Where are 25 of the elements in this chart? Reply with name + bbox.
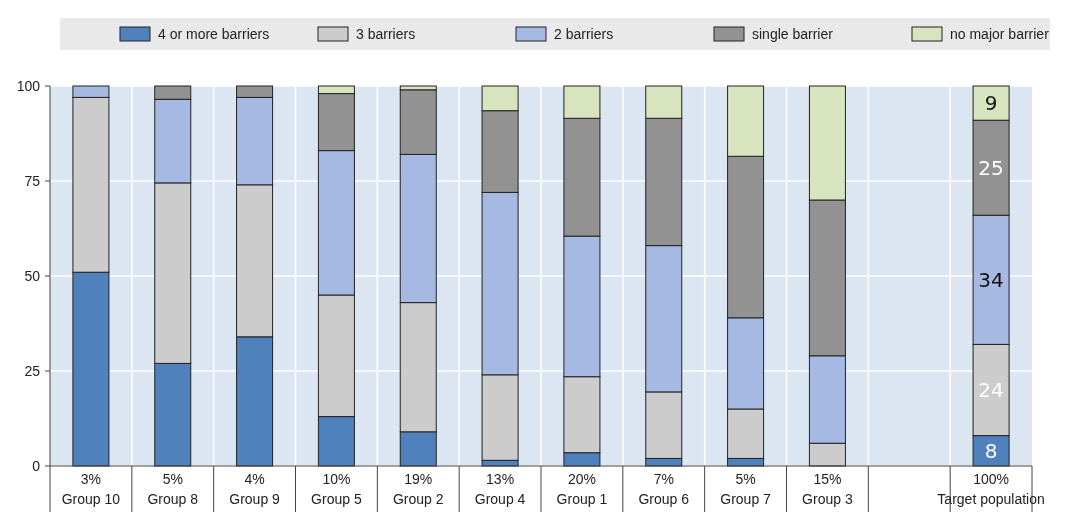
- y-tick-label: 25: [24, 362, 41, 379]
- x-tick-label: 10% Group 5: [311, 471, 362, 507]
- legend-label: no major barrier: [950, 25, 1050, 42]
- y-tick-label: 100: [16, 77, 41, 94]
- legend-label: 3 barriers: [356, 25, 416, 42]
- legend-label: single barrier: [752, 25, 834, 42]
- x-tick-label: 19% Group 2: [392, 471, 444, 507]
- x-tick-label: 100% Target population: [937, 471, 1045, 507]
- y-tick-label: 0: [32, 457, 41, 474]
- data-label: 34: [978, 267, 1004, 292]
- y-tick-label: 50: [24, 267, 41, 284]
- x-tick-label: 13% Group 4: [474, 471, 526, 507]
- x-tick-label: 5% Group 7: [720, 471, 772, 507]
- x-tick-label: 20% Group 1: [556, 471, 608, 507]
- x-tick-label: 4% Group 9: [229, 471, 281, 507]
- data-label: 9: [984, 91, 998, 116]
- legend-label: 2 barriers: [554, 25, 614, 42]
- x-tick-label: 7% Group 6: [638, 471, 690, 507]
- x-tick-label: 5% Group 8: [147, 471, 199, 507]
- legend-label: 4 or more barriers: [158, 25, 270, 42]
- data-label: 25: [978, 155, 1004, 180]
- y-tick-label: 75: [24, 172, 41, 189]
- x-tick-label: 15% Group 3: [802, 471, 853, 507]
- data-label: 8: [984, 438, 998, 463]
- x-tick-label: 3% Group 10: [61, 471, 121, 507]
